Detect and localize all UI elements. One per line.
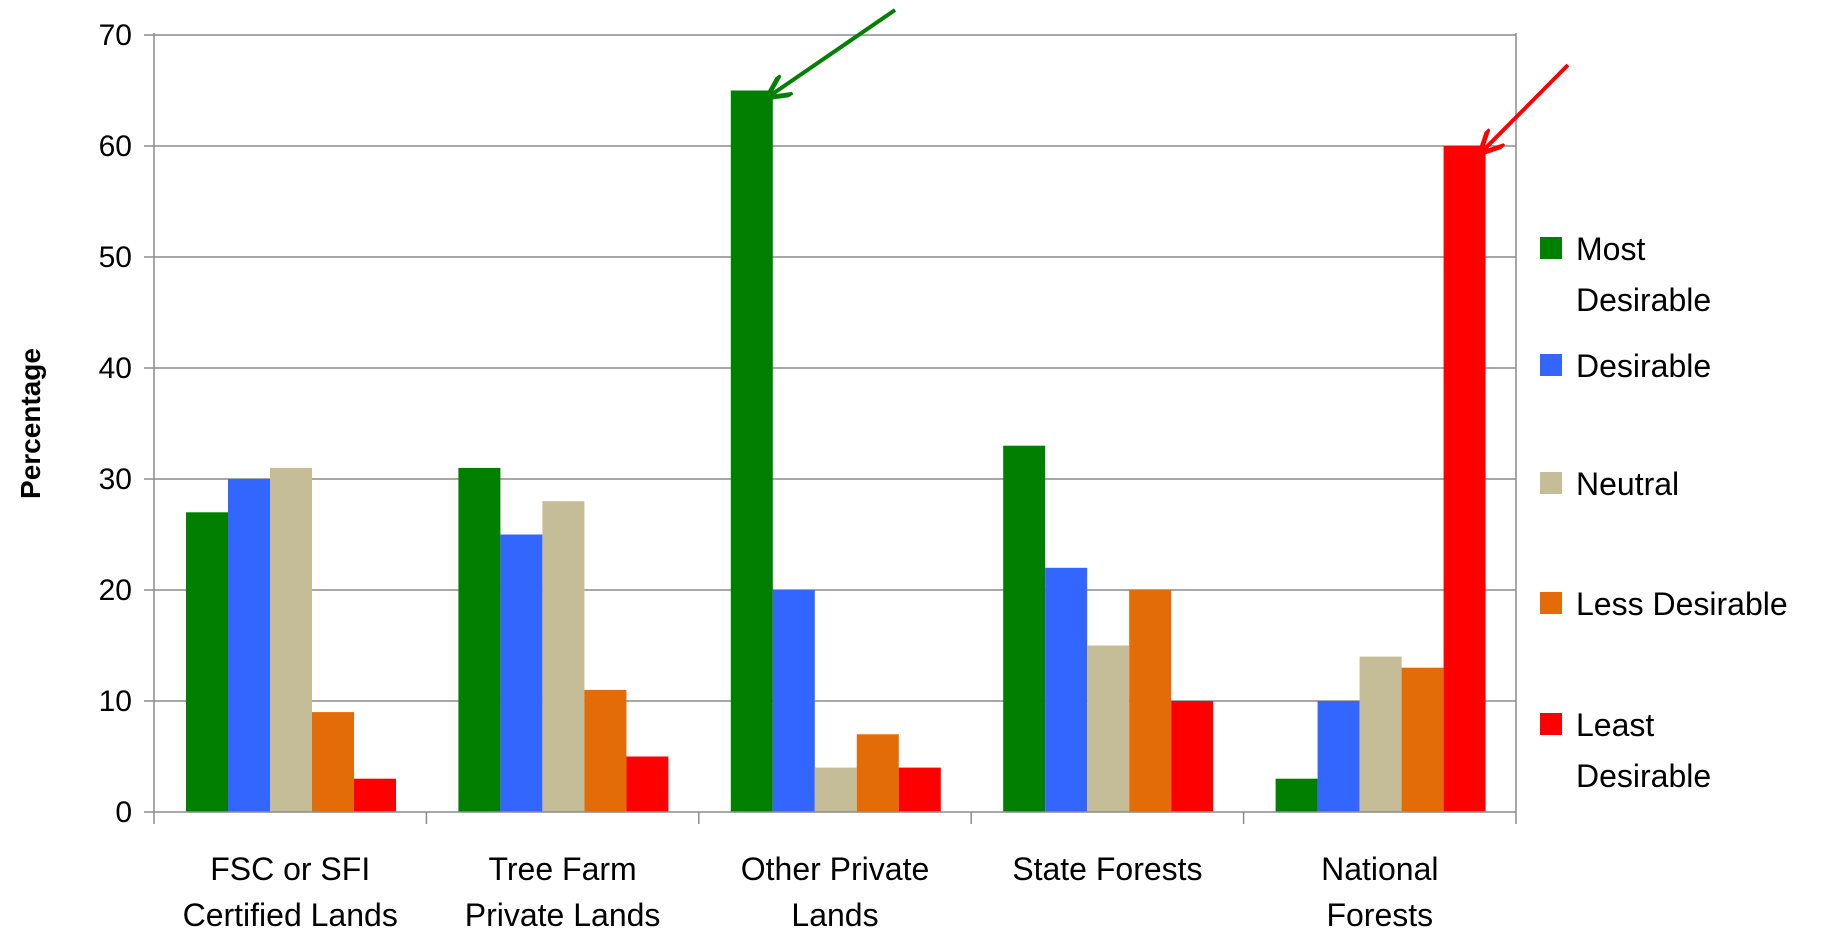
annotation-arrow: [1482, 63, 1570, 152]
y-tick-label: 50: [99, 241, 132, 274]
annotation-arrow: [769, 8, 897, 97]
bar: [1003, 445, 1046, 812]
legend-item: Least Desirable: [1540, 707, 1711, 794]
gridlines: [144, 34, 1516, 813]
legend-swatch: [1540, 472, 1562, 494]
y-tick-labels: 0 10 20 30 40 50 60 70: [99, 19, 132, 829]
legend-item: Less Desirable: [1540, 586, 1788, 622]
legend-swatch: [1540, 354, 1562, 376]
bar: [898, 767, 941, 812]
x-category-label: Other Private Lands: [741, 851, 930, 933]
bar: [186, 512, 228, 812]
legend-item: Neutral: [1540, 466, 1679, 502]
bar: [1129, 590, 1172, 812]
bar: [1275, 778, 1318, 812]
bar: [500, 534, 543, 812]
bar: [354, 778, 396, 812]
y-tick-label: 70: [99, 19, 132, 52]
x-category-label: Tree Farm Private Lands: [465, 851, 661, 933]
bar: [458, 467, 501, 812]
legend-label: Least Desirable: [1576, 707, 1711, 794]
legend-item: Desirable: [1540, 348, 1711, 384]
x-category-label: National Forests: [1321, 851, 1438, 933]
x-category-label: FSC or SFI Certified Lands: [183, 851, 398, 933]
legend: Most Desirable Desirable Neutral Less Desira…: [1540, 231, 1788, 794]
y-axis-label: Percentage: [15, 348, 46, 499]
legend-item: Most Desirable: [1540, 231, 1711, 318]
bar: [1171, 701, 1214, 812]
legend-label: Most Desirable: [1576, 231, 1711, 318]
y-tick-label: 0: [115, 796, 132, 829]
y-tick-label: 30: [99, 463, 132, 496]
y-tick-label: 10: [99, 685, 132, 718]
x-category-label: State Forests: [1012, 851, 1202, 887]
x-category-labels: FSC or SFI Certified Lands Tree Farm Privat…: [183, 851, 1439, 933]
legend-swatch: [1540, 237, 1562, 259]
bar: [1443, 146, 1486, 812]
bar: [542, 501, 585, 812]
bar: [270, 467, 312, 812]
bar: [730, 90, 773, 812]
legend-swatch: [1540, 592, 1562, 614]
axes: [153, 33, 1517, 824]
y-tick-label: 20: [99, 574, 132, 607]
bar: [1045, 567, 1088, 812]
bar: [1087, 645, 1130, 812]
bar: [772, 590, 815, 812]
y-tick-label: 60: [99, 130, 132, 163]
legend-swatch: [1540, 713, 1562, 735]
bar: [312, 712, 354, 812]
bars: [186, 90, 1486, 812]
bar: [626, 756, 669, 812]
y-tick-label: 40: [99, 352, 132, 385]
bar: [584, 689, 627, 812]
bar: [1401, 667, 1444, 812]
legend-label: Neutral: [1576, 466, 1679, 502]
bar: [1359, 656, 1402, 812]
bar: [856, 734, 899, 812]
bar: [1317, 701, 1360, 812]
legend-label: Less Desirable: [1576, 586, 1788, 622]
legend-label: Desirable: [1576, 348, 1711, 384]
bar: [228, 479, 270, 812]
bar: [814, 767, 857, 812]
annotations: [769, 8, 1570, 152]
